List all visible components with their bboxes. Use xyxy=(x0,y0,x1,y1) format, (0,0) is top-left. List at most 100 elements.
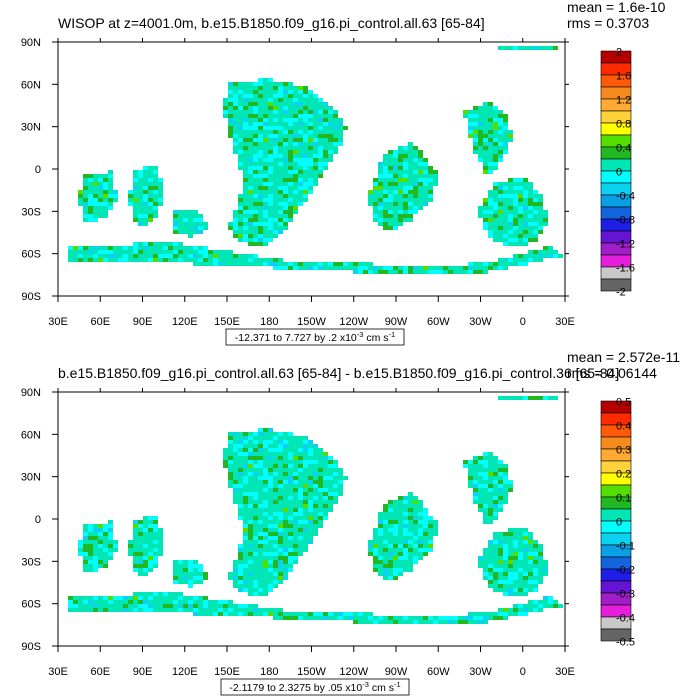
field-cell xyxy=(158,242,163,246)
field-cell xyxy=(83,552,88,556)
field-cell xyxy=(248,238,253,242)
field-cell xyxy=(268,234,273,238)
field-cell xyxy=(243,588,248,592)
field-cell xyxy=(413,528,418,532)
field-cell xyxy=(513,46,518,50)
field-cell xyxy=(198,214,203,218)
field-cell xyxy=(228,250,233,254)
field-cell xyxy=(268,122,273,126)
field-cell xyxy=(148,516,153,520)
field-cell xyxy=(153,166,158,170)
field-cell xyxy=(513,592,518,596)
field-cell xyxy=(303,114,308,118)
field-cell xyxy=(323,456,328,460)
field-cell xyxy=(508,242,513,246)
field-cell xyxy=(228,444,233,448)
field-cell xyxy=(398,568,403,572)
field-cell xyxy=(298,440,303,444)
field-cell xyxy=(273,198,278,202)
field-cell xyxy=(133,604,138,608)
field-cell xyxy=(278,436,283,440)
field-cell xyxy=(88,186,93,190)
field-cell xyxy=(313,448,318,452)
field-cell xyxy=(263,138,268,142)
field-cell xyxy=(423,540,428,544)
field-cell xyxy=(228,456,233,460)
field-cell xyxy=(268,146,273,150)
field-cell xyxy=(103,548,108,552)
field-cell xyxy=(153,564,158,568)
field-cell xyxy=(373,206,378,210)
field-cell xyxy=(143,206,148,210)
field-cell xyxy=(383,186,388,190)
field-cell xyxy=(303,126,308,130)
field-cell xyxy=(253,102,258,106)
field-cell xyxy=(393,532,398,536)
field-cell xyxy=(258,584,263,588)
field-cell xyxy=(238,110,243,114)
field-cell xyxy=(383,270,388,274)
field-cell xyxy=(268,238,273,242)
field-cell xyxy=(248,126,253,130)
field-cell xyxy=(233,98,238,102)
field-cell xyxy=(268,468,273,472)
field-cell xyxy=(263,242,268,246)
field-cell xyxy=(333,460,338,464)
field-cell xyxy=(258,500,263,504)
field-cell xyxy=(288,456,293,460)
field-cell xyxy=(308,456,313,460)
field-cell xyxy=(288,194,293,198)
field-cell xyxy=(158,254,163,258)
field-cell xyxy=(228,484,233,488)
field-cell xyxy=(243,194,248,198)
field-cell xyxy=(503,202,508,206)
field-cell xyxy=(323,166,328,170)
field-cell xyxy=(428,536,433,540)
field-cell xyxy=(243,222,248,226)
field-cell xyxy=(278,492,283,496)
field-cell xyxy=(83,250,88,254)
field-cell xyxy=(318,484,323,488)
field-cell xyxy=(398,270,403,274)
field-cell xyxy=(128,194,133,198)
field-cell xyxy=(248,146,253,150)
field-cell xyxy=(263,468,268,472)
field-cell xyxy=(168,258,173,262)
field-cell xyxy=(148,568,153,572)
field-cell xyxy=(283,516,288,520)
field-cell xyxy=(398,540,403,544)
field-cell xyxy=(278,440,283,444)
field-cell xyxy=(253,190,258,194)
ocean-field xyxy=(68,46,563,274)
field-cell xyxy=(108,258,113,262)
field-cell xyxy=(288,190,293,194)
field-cell xyxy=(258,182,263,186)
field-cell xyxy=(248,262,253,266)
field-cell xyxy=(223,98,228,102)
field-cell xyxy=(303,500,308,504)
field-cell xyxy=(178,242,183,246)
field-cell xyxy=(288,90,293,94)
field-cell xyxy=(503,238,508,242)
field-cell xyxy=(138,568,143,572)
field-cell xyxy=(378,222,383,226)
field-cell xyxy=(153,608,158,612)
field-cell xyxy=(258,528,263,532)
field-cell xyxy=(258,226,263,230)
field-cell xyxy=(288,210,293,214)
field-cell xyxy=(403,552,408,556)
field-cell xyxy=(343,262,348,266)
field-cell xyxy=(268,226,273,230)
field-cell xyxy=(93,600,98,604)
field-cell xyxy=(283,150,288,154)
field-cell xyxy=(88,604,93,608)
field-cell xyxy=(73,250,78,254)
field-cell xyxy=(328,504,333,508)
field-cell xyxy=(263,568,268,572)
field-cell xyxy=(303,86,308,90)
field-cell xyxy=(113,258,118,262)
field-cell xyxy=(373,556,378,560)
field-cell xyxy=(333,468,338,472)
field-cell xyxy=(308,516,313,520)
field-cell xyxy=(233,560,238,564)
